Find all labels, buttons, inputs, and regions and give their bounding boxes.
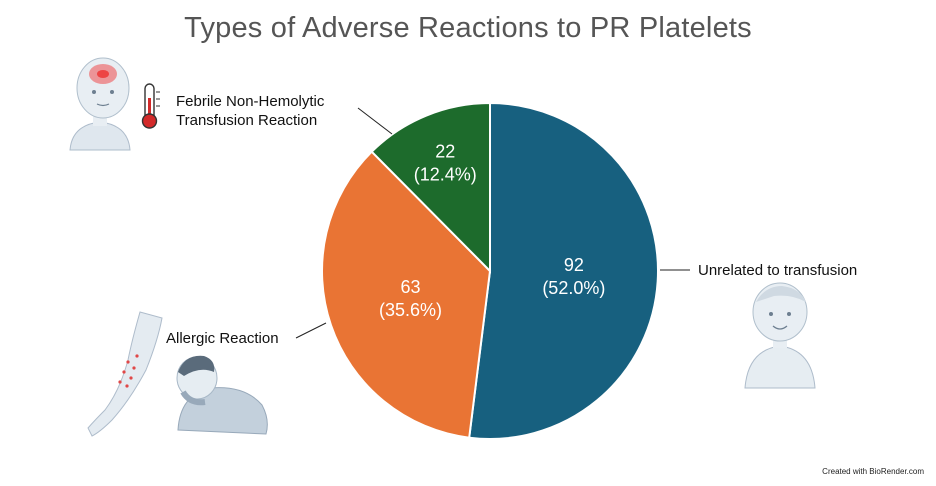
pie-slice-febrile: [370, 101, 491, 274]
credit-text: Created with BioRender.com: [822, 467, 924, 476]
slice-value-label-febrile: 22: [435, 141, 455, 161]
callout-unrelated: Unrelated to transfusion: [698, 262, 857, 279]
pie-slice-unrelated: [468, 101, 659, 440]
rash-arm-icon: [87, 311, 163, 437]
leader-line-febrile: [357, 107, 393, 135]
slice-value-label-allergic: 63: [400, 277, 420, 297]
chart-title: Types of Adverse Reactions to PR Platele…: [184, 12, 752, 44]
slice-percent-label-febrile: (12.4%): [414, 164, 477, 184]
slice-percent-label-unrelated: (52.0%): [542, 278, 605, 298]
healthy-child-icon: [744, 282, 816, 389]
callout-febrile-line1: Febrile Non-Hemolytic: [176, 93, 325, 110]
slice-value-label-unrelated: 92: [564, 255, 584, 275]
callout-allergic: Allergic Reaction: [166, 330, 279, 347]
feverish-child-icon: [69, 57, 131, 151]
pie-slice-allergic: [321, 150, 492, 439]
leader-line-allergic: [295, 322, 327, 339]
slice-percent-label-allergic: (35.6%): [379, 300, 442, 320]
coughing-man-icon: [176, 355, 268, 435]
callout-febrile-line2: Transfusion Reaction: [176, 112, 317, 129]
thermometer-icon: [141, 83, 160, 129]
